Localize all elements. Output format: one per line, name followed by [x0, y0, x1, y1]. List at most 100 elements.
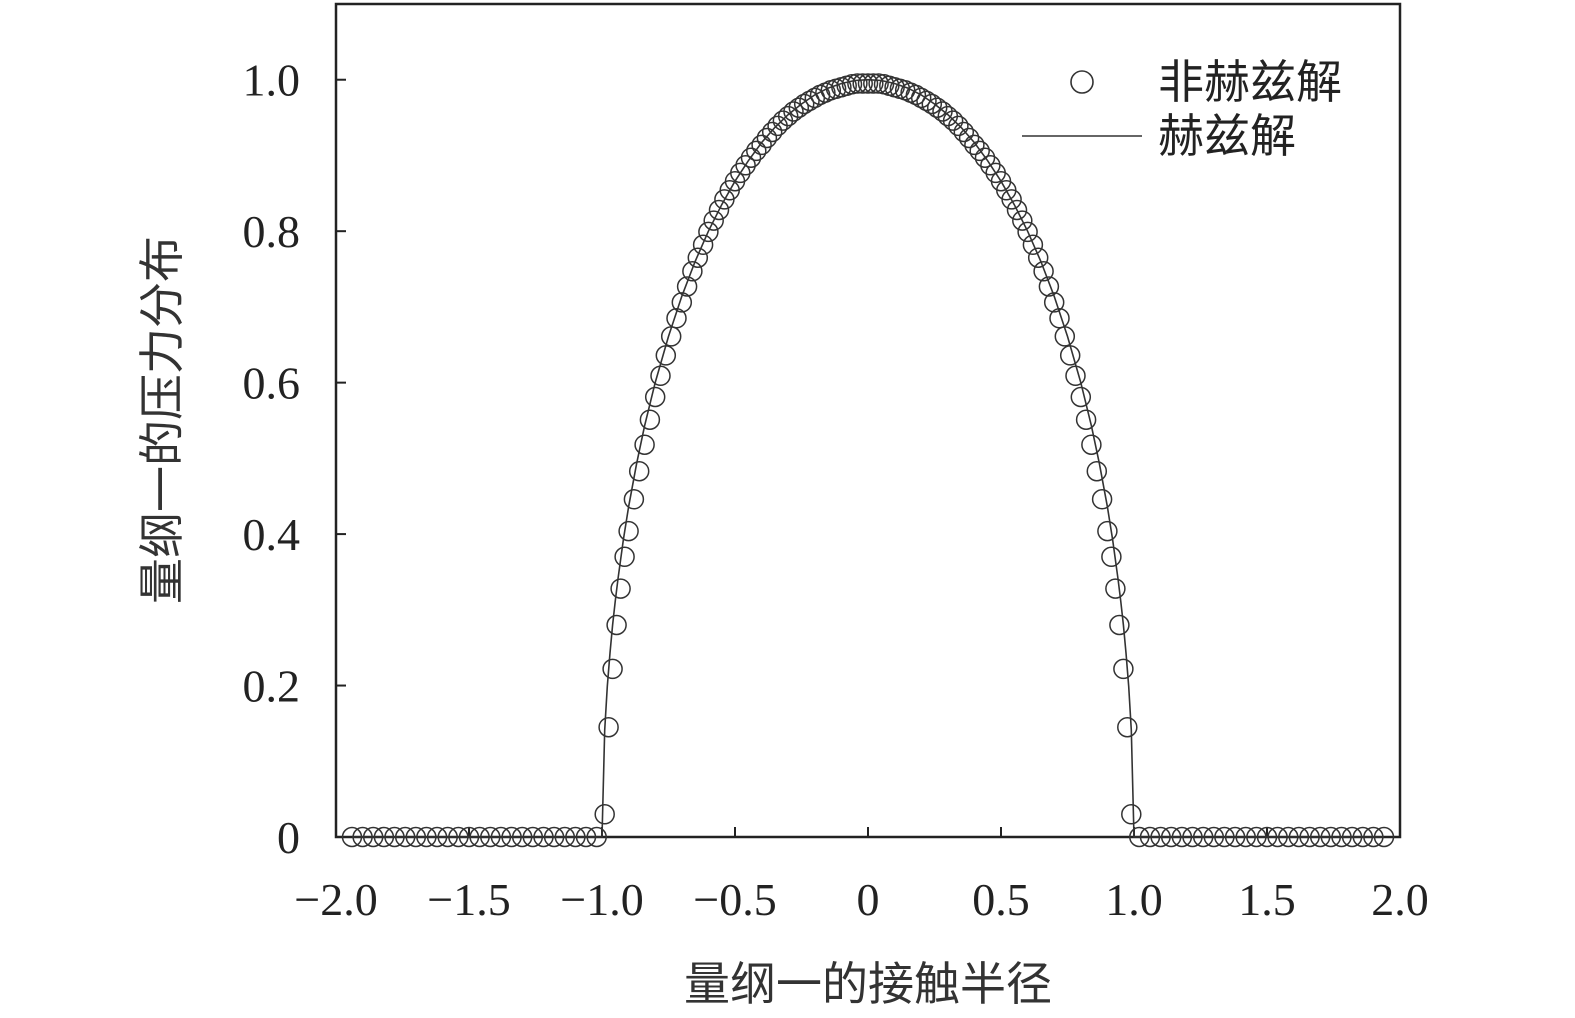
non-hertz-data-point — [926, 97, 948, 118]
non-hertz-data-point — [666, 308, 687, 329]
non-hertz-data-point — [628, 460, 650, 482]
non-hertz-data-point — [362, 826, 384, 848]
non-hertz-data-point — [756, 127, 778, 149]
legend-label-hertz: 赫兹解 — [1158, 109, 1296, 163]
legend-circle-marker-icon — [1070, 70, 1094, 94]
non-hertz-data-point — [964, 134, 985, 156]
y-tick-label: 0.6 — [243, 358, 301, 409]
non-hertz-data-point — [1006, 199, 1028, 221]
non-hertz-data-point — [1086, 460, 1108, 482]
non-hertz-data-point — [1278, 826, 1299, 848]
x-tick-label: 1.0 — [1105, 874, 1163, 925]
non-hertz-data-point — [788, 97, 810, 118]
non-hertz-data-point — [614, 546, 635, 568]
y-axis-ticks: 0 0.2 0.4 0.6 0.8 1.0 — [243, 55, 346, 863]
non-hertz-data-point — [490, 826, 512, 848]
non-hertz-data-point — [708, 199, 730, 221]
y-tick-label: 1.0 — [243, 55, 301, 106]
non-hertz-data-point — [1091, 489, 1113, 510]
y-tick-label: 0.4 — [243, 509, 301, 560]
non-hertz-data-point — [1309, 826, 1331, 848]
non-hertz-data-point — [1171, 826, 1193, 848]
non-hertz-data-point — [777, 105, 799, 127]
non-hertz-data-point — [793, 93, 815, 115]
non-hertz-data-point — [1341, 826, 1363, 848]
non-hertz-data-point — [783, 101, 804, 122]
non-hertz-data-point — [1017, 221, 1038, 243]
x-tick-label: −1.0 — [560, 874, 643, 925]
non-hertz-data-point — [1182, 826, 1203, 848]
non-hertz-data-point — [1054, 326, 1076, 347]
non-hertz-data-point — [948, 115, 969, 137]
x-tick-label: −1.5 — [427, 874, 510, 925]
non-hertz-data-point — [634, 434, 655, 455]
non-hertz-data-point — [501, 826, 522, 848]
non-hertz-solution-series — [341, 73, 1395, 848]
non-hertz-data-point — [416, 826, 437, 848]
non-hertz-data-point — [1235, 826, 1256, 848]
non-hertz-data-point — [543, 826, 565, 848]
non-hertz-data-point — [799, 90, 820, 112]
non-hertz-data-point — [1320, 826, 1342, 848]
non-hertz-data-point — [1043, 292, 1065, 313]
non-hertz-data-point — [1150, 826, 1171, 848]
non-hertz-data-point — [458, 826, 480, 848]
non-hertz-data-point — [586, 826, 607, 848]
non-hertz-data-point — [1203, 826, 1225, 848]
x-tick-label: 1.5 — [1238, 874, 1296, 925]
non-hertz-data-point — [533, 826, 554, 848]
x-axis-title: 量纲一的接触半径 — [684, 957, 1052, 1011]
non-hertz-data-point — [969, 140, 990, 162]
y-tick-label: 0 — [277, 812, 300, 863]
non-hertz-data-point — [448, 826, 469, 848]
non-hertz-data-point — [644, 386, 666, 408]
non-hertz-data-point — [751, 134, 772, 156]
non-hertz-data-point — [426, 826, 448, 848]
non-hertz-data-point — [639, 409, 661, 430]
non-hertz-data-point — [735, 155, 756, 176]
non-hertz-data-point — [974, 147, 996, 168]
x-tick-label: −2.0 — [294, 874, 377, 925]
non-hertz-data-point — [953, 121, 975, 143]
non-hertz-data-point — [1109, 614, 1130, 636]
non-hertz-data-point — [1117, 716, 1138, 738]
non-hertz-data-point — [598, 716, 619, 738]
non-hertz-data-point — [655, 345, 677, 366]
non-hertz-data-point — [1022, 234, 1044, 256]
non-hertz-data-point — [1081, 434, 1102, 455]
non-hertz-data-point — [942, 110, 964, 131]
non-hertz-data-point — [1012, 210, 1033, 231]
non-hertz-data-point — [852, 73, 873, 94]
non-hertz-data-point — [847, 73, 868, 94]
non-hertz-data-point — [373, 826, 395, 848]
non-hertz-data-point — [618, 520, 639, 542]
non-hertz-data-point — [1038, 276, 1060, 297]
non-hertz-data-point — [1331, 826, 1352, 848]
non-hertz-data-point — [610, 578, 631, 599]
non-hertz-data-point — [1105, 578, 1126, 599]
non-hertz-data-point — [1363, 826, 1384, 848]
non-hertz-data-point — [1101, 546, 1122, 568]
non-hertz-data-point — [437, 826, 458, 848]
non-hertz-data-point — [602, 658, 623, 680]
non-hertz-data-point — [384, 826, 405, 848]
non-hertz-data-point — [1139, 826, 1161, 848]
non-hertz-data-point — [480, 826, 501, 848]
non-hertz-data-point — [703, 210, 724, 231]
non-hertz-data-point — [352, 826, 373, 848]
non-hertz-data-point — [1267, 826, 1288, 848]
non-hertz-data-point — [676, 276, 698, 297]
non-hertz-data-point — [1246, 826, 1267, 848]
non-hertz-data-point — [1065, 365, 1086, 387]
non-hertz-data-point — [905, 84, 927, 106]
non-hertz-data-point — [687, 247, 709, 268]
non-hertz-data-point — [671, 292, 693, 313]
non-hertz-data-point — [958, 127, 980, 149]
non-hertz-data-point — [761, 121, 783, 143]
non-hertz-data-point — [1033, 261, 1054, 282]
hertz-solution-series — [352, 78, 1384, 838]
x-axis-ticks: −2.0 −1.5 −1.0 −0.5 0 0.5 1.0 1.5 2.0 — [294, 827, 1429, 925]
non-hertz-data-point — [1027, 247, 1049, 268]
non-hertz-data-point — [341, 826, 363, 848]
